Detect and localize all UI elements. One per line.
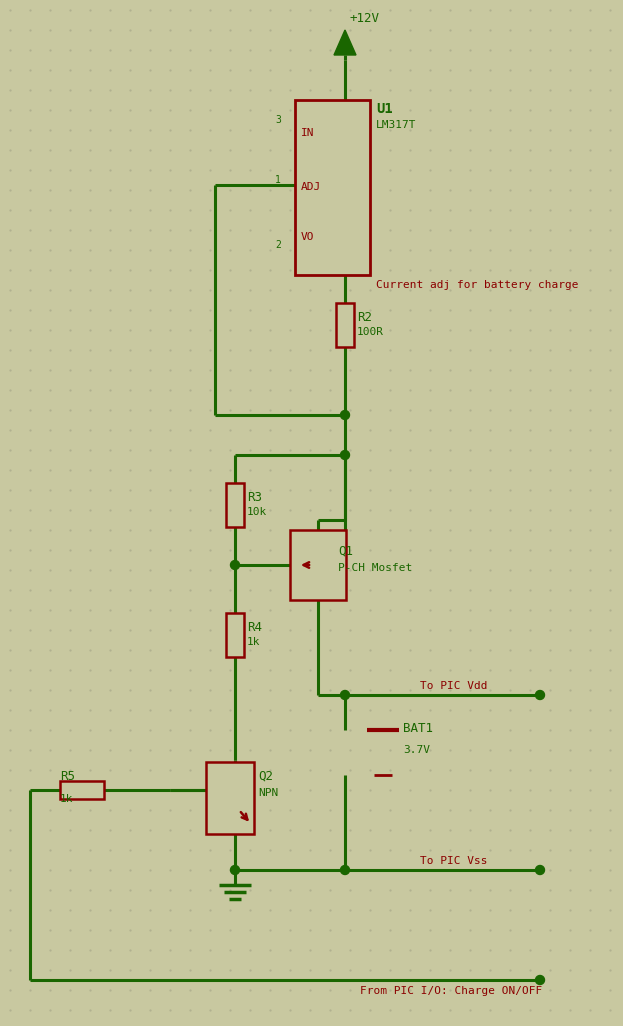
Text: 3.7V: 3.7V [403,745,430,755]
Circle shape [231,866,239,874]
Text: ADJ: ADJ [301,182,321,192]
Text: IN: IN [301,128,315,139]
Bar [295,100,370,275]
Circle shape [341,410,350,420]
Text: 2: 2 [275,240,281,250]
Text: Q2: Q2 [258,770,273,783]
Text: To PIC Vss: To PIC Vss [420,856,488,866]
Bar [290,530,346,600]
Bar [336,303,354,347]
Text: 100R: 100R [357,327,384,337]
Circle shape [231,560,239,569]
Text: P-CH Mosfet: P-CH Mosfet [338,563,412,573]
Text: To PIC Vdd: To PIC Vdd [420,681,488,690]
Text: 1: 1 [275,175,281,185]
Polygon shape [334,30,356,55]
Text: LM317T: LM317T [376,120,417,130]
Circle shape [536,690,545,700]
Circle shape [341,866,350,874]
Text: R4: R4 [247,621,262,634]
Text: From PIC I/O: Charge ON/OFF: From PIC I/O: Charge ON/OFF [360,986,542,996]
Circle shape [536,976,545,985]
Bar [226,613,244,657]
Bar [206,762,254,834]
Text: Current adj for battery charge: Current adj for battery charge [376,280,579,290]
Text: BAT1: BAT1 [403,722,433,735]
Circle shape [341,690,350,700]
Circle shape [341,450,350,460]
Text: 1k: 1k [60,794,74,804]
Text: Q1: Q1 [338,545,353,558]
Text: R5: R5 [60,770,75,783]
Text: NPN: NPN [258,788,278,798]
Text: R2: R2 [357,311,372,324]
Circle shape [536,866,545,874]
Bar [226,483,244,527]
Text: 10k: 10k [247,507,267,517]
Text: R3: R3 [247,491,262,504]
Text: 3: 3 [275,115,281,125]
Text: 1k: 1k [247,637,260,647]
Bar [60,781,104,799]
Text: VO: VO [301,232,315,242]
Text: +12V: +12V [349,12,379,25]
Text: U1: U1 [376,102,392,116]
